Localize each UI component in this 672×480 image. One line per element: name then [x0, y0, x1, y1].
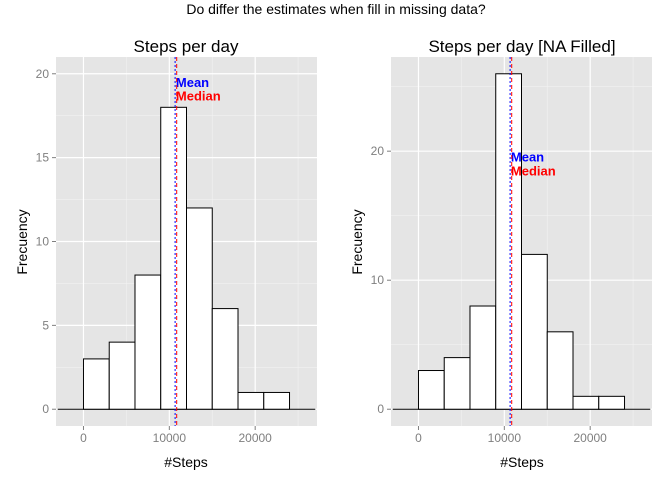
- panel-left-ylabel: Frecuency: [14, 209, 30, 274]
- panel-left-title: Steps per day: [134, 37, 239, 56]
- y-tick-label: 0: [42, 402, 49, 416]
- histogram-bar: [572, 395, 600, 410]
- panel-right-xlabel: #Steps: [500, 454, 544, 470]
- mean-label: Mean: [176, 75, 209, 90]
- median-label: Median: [176, 89, 221, 104]
- histogram-bar: [495, 73, 522, 410]
- histogram-bar: [186, 207, 213, 410]
- median-label: Median: [511, 164, 556, 179]
- histogram-bar: [82, 358, 110, 410]
- histogram-bar: [263, 391, 291, 410]
- y-tick-label: 5: [42, 318, 49, 332]
- panel-right-ylabel: Frecuency: [349, 209, 365, 274]
- y-tick-label: 20: [36, 67, 50, 81]
- x-tick-label: 20000: [238, 431, 272, 445]
- histogram-bar: [443, 357, 471, 410]
- x-tick-label: 20000: [573, 431, 607, 445]
- figure-title: Do differ the estimates when fill in mis…: [186, 1, 486, 17]
- histogram-bar: [469, 305, 497, 410]
- x-tick-label: 0: [415, 431, 422, 445]
- y-tick-label: 10: [371, 273, 385, 287]
- histogram-bar: [108, 341, 136, 410]
- histogram-bar: [598, 395, 626, 410]
- histogram-bar: [211, 308, 239, 410]
- histogram-bar: [417, 370, 445, 410]
- x-tick-label: 0: [80, 431, 87, 445]
- y-tick-label: 10: [36, 235, 50, 249]
- panel-left-xlabel: #Steps: [164, 454, 208, 470]
- x-tick-label: 10000: [153, 431, 187, 445]
- y-tick-label: 0: [377, 402, 384, 416]
- histogram-bar: [134, 274, 162, 410]
- mean-label: Mean: [511, 149, 544, 164]
- y-tick-label: 20: [371, 144, 385, 158]
- x-tick-label: 10000: [488, 431, 522, 445]
- y-tick-label: 15: [36, 151, 50, 165]
- histogram-bar: [160, 106, 188, 410]
- histogram-bar: [521, 253, 548, 410]
- histogram-bar: [546, 331, 574, 410]
- panel-right-title: Steps per day [NA Filled]: [428, 37, 615, 56]
- histogram-bar: [237, 391, 265, 410]
